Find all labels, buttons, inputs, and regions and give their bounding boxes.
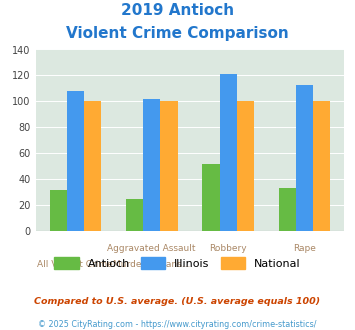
Bar: [143, 99, 160, 231]
Bar: [219, 74, 237, 231]
Bar: [84, 101, 101, 231]
Bar: [279, 188, 296, 231]
Text: © 2025 CityRating.com - https://www.cityrating.com/crime-statistics/: © 2025 CityRating.com - https://www.city…: [38, 320, 317, 329]
Bar: [313, 101, 330, 231]
Text: Violent Crime Comparison: Violent Crime Comparison: [66, 26, 289, 41]
Legend: Antioch, Illinois, National: Antioch, Illinois, National: [50, 253, 305, 273]
Text: Aggravated Assault: Aggravated Assault: [108, 244, 196, 253]
Text: Compared to U.S. average. (U.S. average equals 100): Compared to U.S. average. (U.S. average …: [34, 297, 321, 306]
Bar: [202, 164, 219, 231]
Text: Murder & Mans...: Murder & Mans...: [113, 260, 190, 269]
Bar: [296, 84, 313, 231]
Text: Robbery: Robbery: [209, 244, 247, 253]
Text: Rape: Rape: [293, 244, 316, 253]
Text: All Violent Crime: All Violent Crime: [37, 260, 113, 269]
Text: 2019 Antioch: 2019 Antioch: [121, 3, 234, 18]
Bar: [67, 91, 84, 231]
Bar: [126, 199, 143, 231]
Bar: [50, 189, 67, 231]
Bar: [160, 101, 178, 231]
Bar: [237, 101, 254, 231]
